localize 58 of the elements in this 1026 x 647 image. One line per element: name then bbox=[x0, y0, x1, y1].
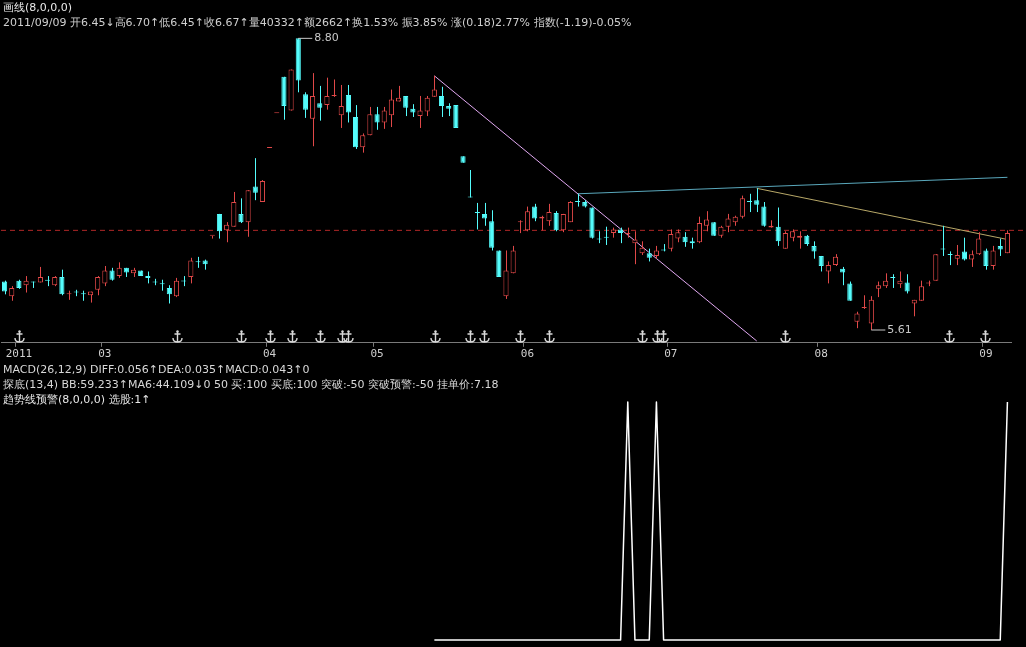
candlestick bbox=[524, 206, 531, 232]
text: MACD(26,12,9) DIFF:0.056↑DEA:0.035↑MACD:0.043↑0 bbox=[3, 362, 310, 376]
candlestick bbox=[761, 201, 767, 228]
candlestick bbox=[703, 210, 710, 232]
chart-title: 画线(8,0,0,0) bbox=[3, 0, 73, 14]
candlestick bbox=[59, 269, 65, 296]
x-tick-label: 04 bbox=[262, 347, 277, 361]
x-tick-label: 03 bbox=[98, 347, 112, 361]
x-tick-label: 05 bbox=[370, 347, 384, 361]
candlestick bbox=[338, 84, 344, 129]
candlestick bbox=[238, 197, 244, 224]
x-tick-label: 2011 bbox=[5, 347, 33, 361]
candlestick bbox=[438, 86, 445, 118]
candlestick bbox=[95, 275, 101, 296]
candlestick bbox=[417, 95, 423, 129]
candlestick bbox=[668, 228, 674, 252]
candlestick bbox=[388, 89, 394, 128]
candlestick bbox=[775, 207, 781, 247]
candlestick bbox=[632, 230, 638, 265]
candlestick bbox=[868, 295, 874, 331]
candlestick bbox=[360, 132, 366, 154]
candlestick bbox=[367, 106, 373, 136]
x-tick-label: 09 bbox=[979, 347, 993, 361]
x-tick-label: 08 bbox=[814, 347, 828, 361]
candlestick bbox=[990, 245, 996, 271]
candlestick bbox=[961, 237, 968, 262]
candlestick bbox=[173, 277, 180, 298]
candlestick bbox=[725, 213, 731, 233]
candlestick bbox=[739, 195, 745, 219]
candlestick bbox=[317, 85, 323, 122]
candlestick bbox=[252, 157, 258, 201]
candlestick bbox=[503, 249, 509, 300]
candlestick bbox=[983, 248, 989, 271]
candlestick bbox=[310, 72, 316, 147]
candlestick bbox=[510, 245, 516, 274]
candlestick bbox=[324, 77, 330, 111]
candlestick bbox=[231, 191, 237, 228]
annotation: 8.80 bbox=[314, 31, 339, 45]
text: 探底(13,4) BB:59.233↑MA6:44.109↓0 50 买:100 买底:100 突破:-50 突破预警:-50 挂单价:7.18 bbox=[3, 377, 499, 391]
candlestick bbox=[453, 105, 459, 128]
candlestick bbox=[696, 216, 702, 244]
candlestick bbox=[754, 187, 760, 213]
x-tick-label: 06 bbox=[520, 347, 535, 361]
candlestick bbox=[546, 203, 552, 227]
candlestick bbox=[954, 244, 960, 266]
candlestick bbox=[345, 84, 351, 123]
candlestick bbox=[302, 91, 309, 119]
candlestick bbox=[216, 213, 223, 240]
x-tick-label: 07 bbox=[664, 347, 678, 361]
chart-subtitle: 2011/09/09 开6.45↓高6.70↑低6.45↑收6.67↑量40332↑额2662↑换1.53% 振3.85% 涨(0.18)2.77% 指数(-1.19)-0.05% bbox=[3, 15, 632, 29]
candlestick bbox=[188, 257, 194, 284]
candlestick bbox=[553, 210, 559, 232]
candlestick bbox=[976, 231, 982, 256]
annotation: 5.61 bbox=[887, 322, 912, 336]
candlestick bbox=[374, 106, 380, 131]
candlestick bbox=[904, 273, 910, 294]
candlestick bbox=[746, 193, 753, 213]
chart-title: 趋势线预警(8,0,0,0) 选股:1↑ bbox=[3, 392, 151, 406]
